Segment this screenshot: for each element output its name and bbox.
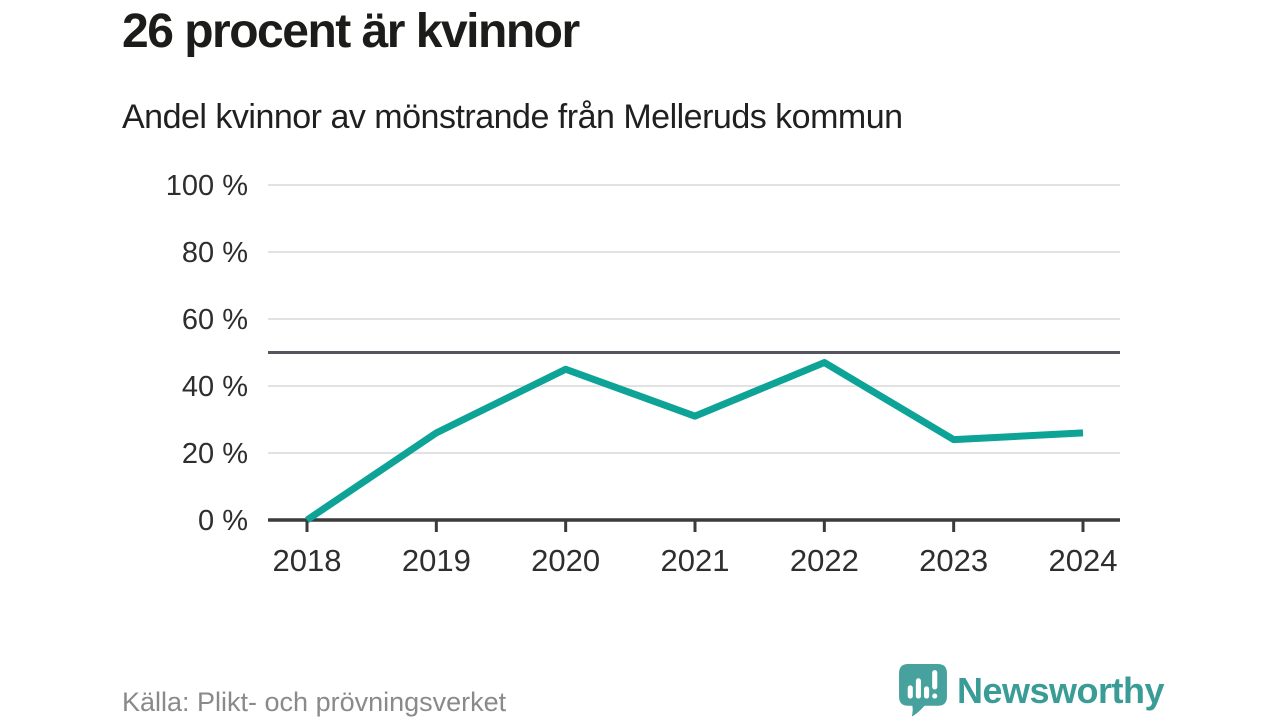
chart-subtitle: Andel kvinnor av mönstrande från Melleru… xyxy=(122,98,903,136)
x-tick-labels: 2018 2019 2020 2021 2022 2023 2024 xyxy=(273,543,1118,578)
brand-name: Newsworthy xyxy=(957,669,1165,711)
x-tick-label: 2018 xyxy=(273,543,342,578)
x-tick-label: 2019 xyxy=(402,543,471,578)
headline: 26 procent är kvinnor xyxy=(122,5,580,58)
y-tick-label: 0 % xyxy=(198,505,248,537)
x-tick-label: 2024 xyxy=(1049,543,1118,578)
x-ticks xyxy=(305,520,1085,532)
y-tick-labels: 0 % 20 % 40 % 60 % 80 % 100 % xyxy=(166,170,248,537)
source-caption: Källa: Plikt- och prövningsverket xyxy=(122,687,507,717)
y-tick-label: 100 % xyxy=(166,170,248,202)
x-tick-label: 2022 xyxy=(790,543,859,578)
y-tick-label: 60 % xyxy=(182,304,248,336)
newsworthy-brand: Newsworthy xyxy=(899,664,1165,717)
x-tick-label: 2020 xyxy=(531,543,600,578)
data-line-andel-kvinnor-av-m-nstrande- xyxy=(305,359,1084,523)
x-tick-label: 2023 xyxy=(919,543,988,578)
newsworthy-logo-icon xyxy=(899,664,947,717)
x-tick-label: 2021 xyxy=(661,543,730,578)
y-tick-label: 40 % xyxy=(182,371,248,403)
y-tick-label: 20 % xyxy=(182,438,248,470)
y-tick-label: 80 % xyxy=(182,237,248,269)
